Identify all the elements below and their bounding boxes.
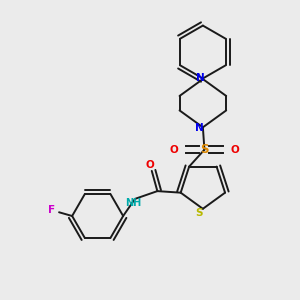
Text: O: O [170,145,178,155]
Text: S: S [195,208,203,218]
Text: N: N [195,123,204,133]
Text: S: S [200,143,209,156]
Text: O: O [230,145,239,155]
Text: N: N [196,73,205,82]
Text: O: O [146,160,154,170]
Text: NH: NH [125,198,142,208]
Text: F: F [48,206,56,215]
